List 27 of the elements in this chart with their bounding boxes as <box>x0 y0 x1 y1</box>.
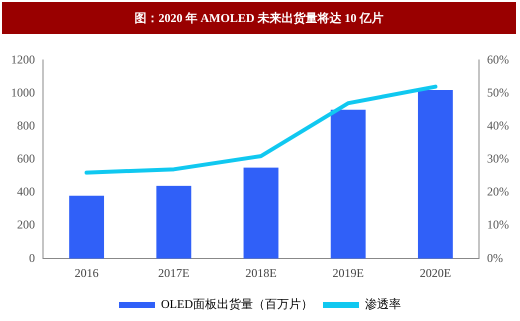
y-tick-label: 1200 <box>11 52 35 66</box>
y-tick-label: 400 <box>17 184 35 199</box>
x-tick-label: 2018E <box>245 266 277 280</box>
legend-label: 渗透率 <box>364 297 401 312</box>
chart-title: 图：2020 年 AMOLED 未来出货量将达 10 亿片 <box>2 2 516 34</box>
y2-tick-label: 50% <box>487 85 510 100</box>
y-tick-label: 1000 <box>11 85 35 100</box>
y2-tick-label: 10% <box>487 218 510 232</box>
bar <box>244 168 278 259</box>
y2-tick-label: 60% <box>487 52 510 66</box>
bar <box>156 186 192 259</box>
y2-tick-label: 30% <box>487 152 510 166</box>
y2-tick-label: 20% <box>487 184 510 199</box>
x-tick-label: 2019E <box>332 266 364 280</box>
x-tick-label: 2016 <box>74 266 99 280</box>
y-tick-label: 200 <box>17 218 35 232</box>
bar <box>330 110 366 259</box>
y-tick-label: 800 <box>17 118 35 132</box>
x-tick-label: 2017E <box>158 266 190 280</box>
bar <box>418 90 453 259</box>
y-tick-label: 0 <box>29 250 35 265</box>
y2-tick-label: 0% <box>487 250 504 265</box>
legend-label: OLED面板出货量（百万片） <box>161 297 314 312</box>
y-tick-label: 600 <box>17 152 35 166</box>
bar <box>69 196 104 259</box>
x-tick-label: 2020E <box>420 266 452 280</box>
y2-tick-label: 40% <box>487 118 510 132</box>
